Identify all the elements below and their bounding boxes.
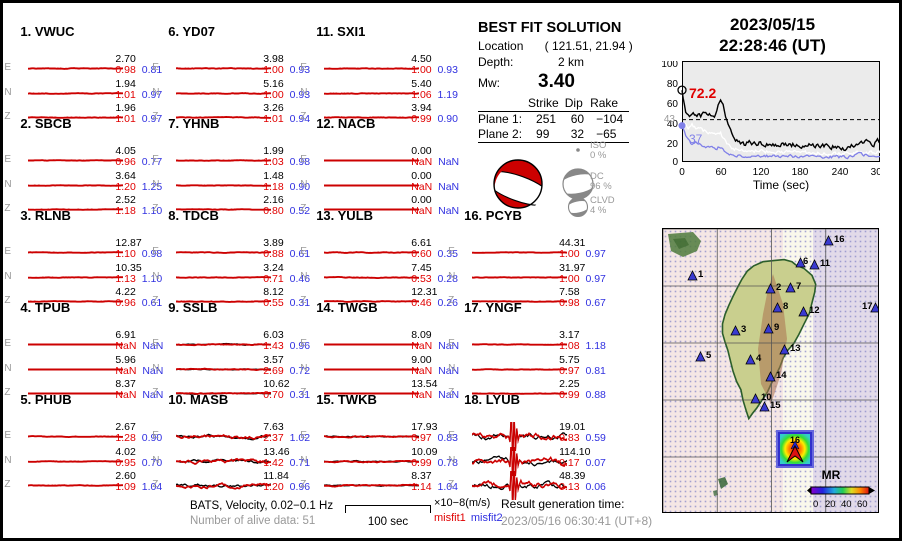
- svg-text:4 %: 4 %: [590, 205, 607, 216]
- svg-text:100: 100: [661, 61, 678, 70]
- svg-text:2: 2: [776, 282, 781, 293]
- svg-text:9: 9: [774, 322, 779, 333]
- svg-text:20: 20: [667, 139, 679, 150]
- svg-text:17: 17: [862, 301, 873, 312]
- svg-text:14: 14: [776, 370, 787, 381]
- svg-text:8: 8: [783, 301, 788, 312]
- svg-text:5: 5: [706, 350, 712, 361]
- svg-text:300: 300: [871, 167, 880, 178]
- svg-text:72.2: 72.2: [689, 85, 716, 101]
- svg-text:240: 240: [832, 167, 849, 178]
- svg-text:12: 12: [809, 305, 820, 316]
- svg-text:1: 1: [698, 269, 704, 280]
- svg-text:15: 15: [770, 400, 781, 411]
- svg-text:6: 6: [803, 256, 808, 267]
- svg-text:20: 20: [825, 499, 836, 510]
- svg-text:180: 180: [792, 167, 809, 178]
- svg-text:7: 7: [796, 281, 801, 292]
- svg-text:120: 120: [753, 167, 770, 178]
- svg-text:4: 4: [756, 353, 762, 364]
- svg-text:13: 13: [790, 343, 801, 354]
- svg-text:80: 80: [667, 79, 679, 90]
- svg-text:37: 37: [689, 132, 703, 146]
- svg-text:43: 43: [664, 114, 676, 125]
- svg-text:60: 60: [667, 99, 679, 110]
- svg-text:0 %: 0 %: [590, 150, 607, 161]
- svg-text:16: 16: [834, 234, 845, 245]
- svg-text:96 %: 96 %: [590, 181, 612, 192]
- svg-text:0: 0: [672, 157, 678, 168]
- svg-text:60: 60: [857, 499, 868, 510]
- svg-text:MR: MR: [822, 468, 841, 482]
- svg-text:11: 11: [820, 258, 831, 269]
- svg-text:3: 3: [741, 324, 746, 335]
- svg-text:0: 0: [679, 167, 685, 178]
- svg-text:60: 60: [715, 167, 727, 178]
- svg-text:Time (sec): Time (sec): [753, 178, 809, 192]
- svg-text:40: 40: [841, 499, 852, 510]
- svg-text:0: 0: [813, 499, 818, 510]
